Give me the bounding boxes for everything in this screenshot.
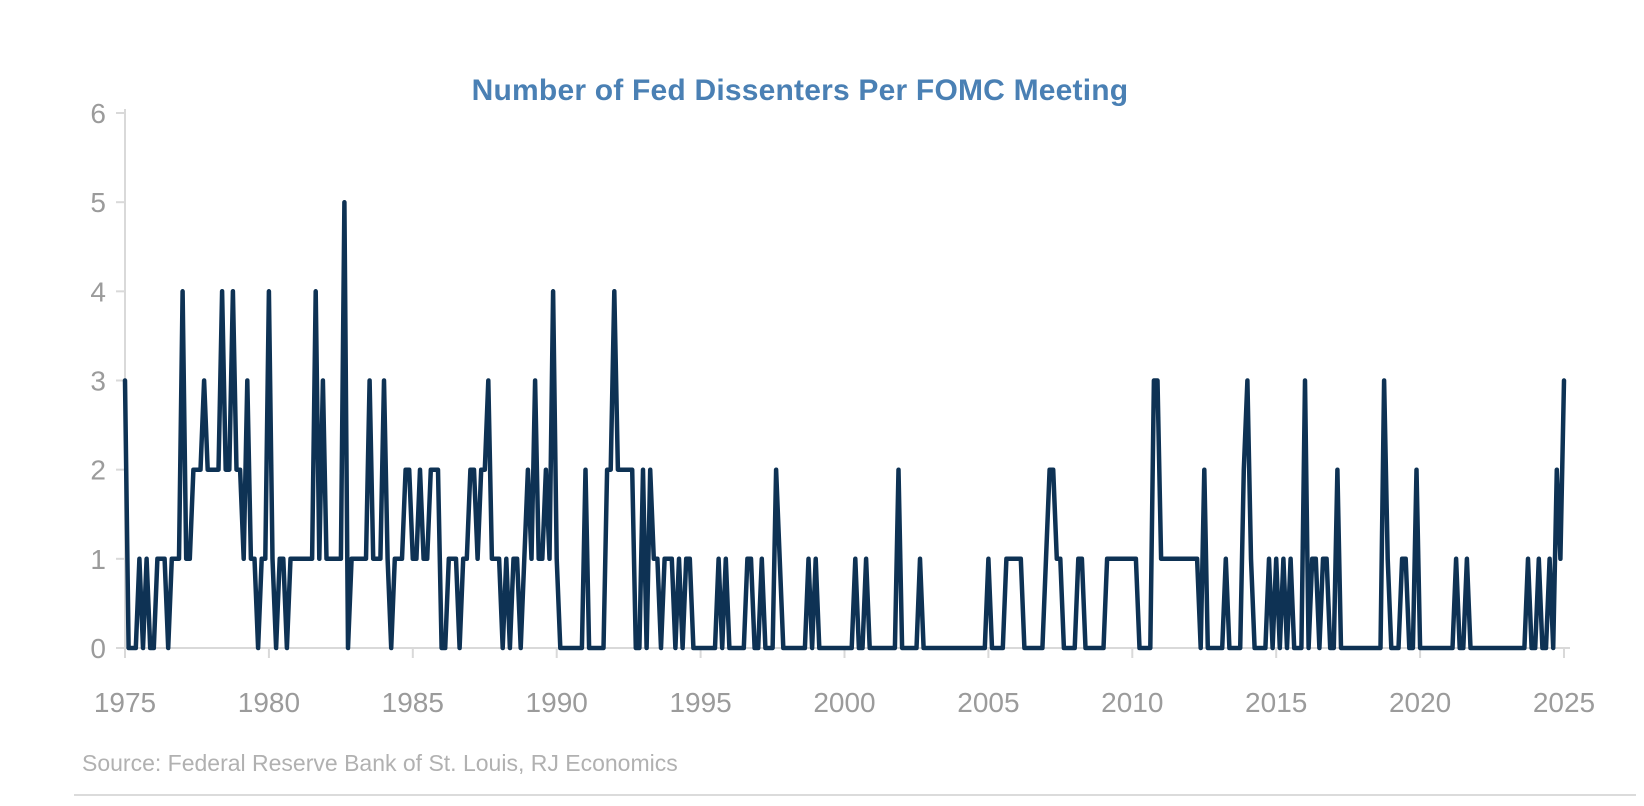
y-axis-labels: 0 1 2 3 4 5 6 — [90, 98, 106, 664]
x-tick-label: 1990 — [526, 687, 588, 718]
x-tick-label: 1995 — [669, 687, 731, 718]
x-tick-label: 2005 — [957, 687, 1019, 718]
bottom-divider — [74, 794, 1636, 796]
y-tick-label: 3 — [90, 366, 106, 397]
x-tick-label: 2015 — [1245, 687, 1307, 718]
x-tick-label: 2020 — [1389, 687, 1451, 718]
chart-title: Number of Fed Dissenters Per FOMC Meetin… — [471, 74, 1129, 107]
dissenters-series-line — [122, 199, 1567, 651]
x-tick-label: 1985 — [382, 687, 444, 718]
y-tick-label: 5 — [90, 187, 106, 218]
x-tick-label: 2025 — [1533, 687, 1595, 718]
y-axis-ticks — [116, 112, 125, 649]
x-tick-label: 1980 — [238, 687, 300, 718]
y-tick-label: 0 — [90, 633, 106, 664]
y-tick-label: 6 — [90, 98, 106, 129]
y-tick-label: 4 — [90, 276, 106, 307]
x-axis-labels: 1975 1980 1985 1990 1995 2000 2005 2010 2015 2020… — [94, 687, 1595, 718]
source-note: Source: Federal Reserve Bank of St. Loui… — [82, 750, 678, 776]
x-tick-label: 2000 — [813, 687, 875, 718]
x-tick-label: 2010 — [1101, 687, 1163, 718]
y-tick-label: 1 — [90, 544, 106, 575]
x-tick-label: 1975 — [94, 687, 156, 718]
y-tick-label: 2 — [90, 455, 106, 486]
